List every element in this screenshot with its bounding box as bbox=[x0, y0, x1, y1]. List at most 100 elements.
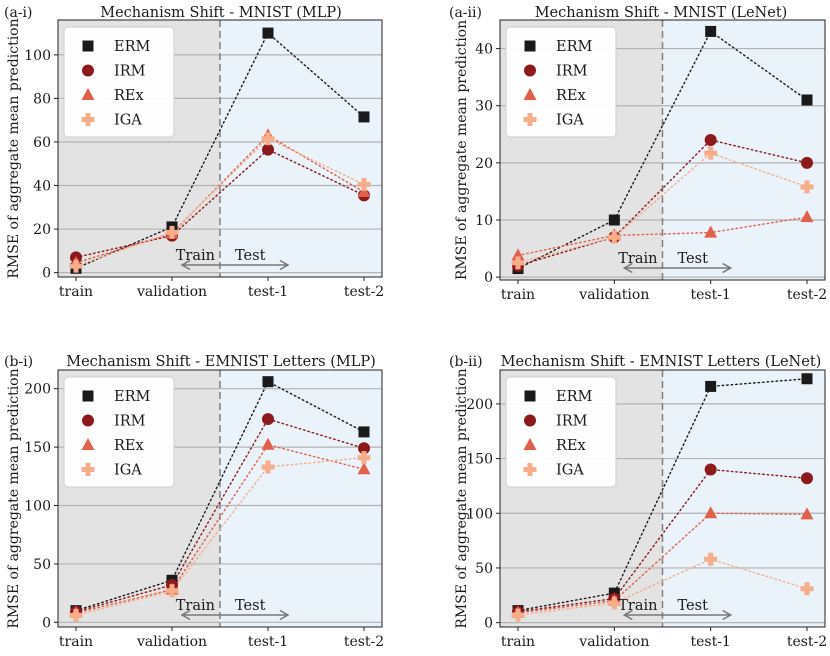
point-irm-test-1 bbox=[262, 143, 274, 156]
arrow-label-train: Train bbox=[618, 598, 657, 614]
series-line-erm bbox=[517, 378, 808, 612]
point-erm-validation bbox=[608, 214, 620, 226]
arrow-head-right bbox=[722, 262, 733, 274]
arrow-head-right bbox=[279, 259, 290, 271]
chart-panel-3: Train Test 0 50 100 150 200 train validation test… bbox=[4, 354, 384, 650]
y-tick-label: 80 bbox=[33, 91, 51, 107]
point-rex-test-1 bbox=[704, 506, 718, 519]
point-iga-train bbox=[511, 256, 525, 270]
y-tick-label: 100 bbox=[24, 48, 51, 64]
point-erm-test-2 bbox=[801, 94, 813, 106]
x-tick-label: train bbox=[59, 284, 93, 300]
point-iga-test-1 bbox=[261, 460, 275, 474]
point-iga-test-2 bbox=[357, 177, 371, 191]
point-rex-test-1 bbox=[261, 437, 275, 450]
point-iga-train bbox=[69, 608, 83, 622]
point-iga-validation bbox=[607, 230, 621, 244]
arrow-head-left bbox=[622, 262, 633, 274]
x-tick-label: test-1 bbox=[690, 634, 730, 650]
axes-frame bbox=[57, 19, 383, 278]
series-line-irm bbox=[75, 148, 365, 259]
series-line-iga bbox=[517, 558, 808, 616]
point-iga-test-2 bbox=[357, 451, 371, 465]
point-iga-test-1 bbox=[704, 552, 718, 566]
legend-marker-rex bbox=[81, 438, 95, 450]
legend-marker-erm bbox=[524, 40, 536, 52]
point-iga-test-2 bbox=[800, 180, 814, 194]
y-tick-label: 200 bbox=[466, 397, 493, 413]
legend-marker-erm bbox=[82, 390, 94, 402]
point-rex-test-2 bbox=[800, 507, 814, 520]
legend-box bbox=[63, 26, 175, 138]
legend-marker-erm bbox=[82, 40, 94, 52]
point-rex-train bbox=[511, 248, 525, 261]
legend-label-rex: REx bbox=[556, 438, 586, 454]
legend-marker-rex bbox=[81, 88, 95, 100]
panel-label: (b-i) bbox=[4, 354, 33, 370]
legend-label-iga: IGA bbox=[114, 463, 142, 479]
axes-frame bbox=[499, 369, 826, 628]
y-tick-label: 20 bbox=[33, 222, 51, 238]
x-tick-label: test-2 bbox=[787, 634, 827, 650]
legend-label-iga: IGA bbox=[114, 113, 142, 129]
panel-label: (a-ii) bbox=[449, 5, 482, 21]
series-line-rex bbox=[517, 216, 808, 257]
arrow-label-test: Test bbox=[235, 598, 266, 614]
y-tick-label: 0 bbox=[42, 266, 51, 282]
legend-label-irm: IRM bbox=[114, 64, 146, 80]
chart-panel-2: Train Test 0 10 20 30 40 train validation test-1 t… bbox=[449, 5, 827, 303]
arrow-label-train: Train bbox=[618, 251, 657, 267]
legend-marker-irm bbox=[524, 64, 536, 77]
test-region bbox=[662, 20, 825, 280]
x-tick-label: validation bbox=[578, 634, 649, 650]
arrow-label-train: Train bbox=[176, 248, 215, 264]
legend-label-erm: ERM bbox=[114, 39, 151, 55]
legend-label-rex: REx bbox=[114, 88, 144, 104]
point-rex-test-2 bbox=[800, 210, 814, 223]
point-iga-validation bbox=[165, 584, 179, 598]
arrow-head-right bbox=[722, 609, 733, 621]
point-iga-train bbox=[69, 259, 83, 273]
chart-title: Mechanism Shift - EMNIST Letters (MLP) bbox=[66, 354, 376, 370]
legend-label-iga: IGA bbox=[556, 463, 584, 479]
legend-label-iga: IGA bbox=[556, 113, 584, 129]
y-tick-label: 0 bbox=[42, 615, 51, 631]
arrow-label-test: Test bbox=[235, 248, 266, 264]
point-erm-test-2 bbox=[358, 111, 370, 123]
y-tick-label: 100 bbox=[466, 506, 493, 522]
legend-label-erm: ERM bbox=[556, 389, 593, 405]
arrow-label-test: Test bbox=[678, 598, 709, 614]
y-axis-label: RMSE of aggregate mean prediction bbox=[6, 368, 22, 628]
point-erm-test-1 bbox=[705, 380, 717, 392]
y-tick-label: 30 bbox=[475, 99, 493, 115]
legend-box bbox=[505, 376, 617, 488]
chart-title: Mechanism Shift - MNIST (MLP) bbox=[100, 5, 342, 21]
point-iga-validation bbox=[607, 596, 621, 610]
legend-label-erm: ERM bbox=[556, 39, 593, 55]
point-irm-test-2 bbox=[358, 442, 370, 455]
x-tick-label: test-2 bbox=[787, 287, 827, 303]
panel-label: (a-i) bbox=[4, 5, 32, 21]
point-rex-test-1 bbox=[704, 225, 718, 238]
chart-title: Mechanism Shift - EMNIST Letters (LeNet) bbox=[501, 354, 822, 370]
series-line-irm bbox=[517, 468, 808, 613]
y-tick-label: 150 bbox=[24, 440, 51, 456]
y-tick-label: 50 bbox=[33, 557, 51, 573]
panel-label: (b-ii) bbox=[449, 354, 483, 370]
point-erm-test-1 bbox=[262, 27, 274, 39]
y-tick-label: 50 bbox=[475, 561, 493, 577]
arrow-head-right bbox=[279, 609, 290, 621]
x-tick-label: test-1 bbox=[248, 634, 288, 650]
arrow-head-left bbox=[180, 259, 191, 271]
y-tick-label: 0 bbox=[484, 616, 493, 632]
y-tick-label: 60 bbox=[33, 135, 51, 151]
legend-label-rex: REx bbox=[556, 88, 586, 104]
arrow-label-test: Test bbox=[678, 251, 709, 267]
legend-label-irm: IRM bbox=[114, 414, 146, 430]
axes-frame bbox=[499, 19, 826, 281]
legend-marker-rex bbox=[523, 88, 537, 100]
x-tick-label: train bbox=[501, 287, 535, 303]
arrow-head-left bbox=[622, 609, 633, 621]
